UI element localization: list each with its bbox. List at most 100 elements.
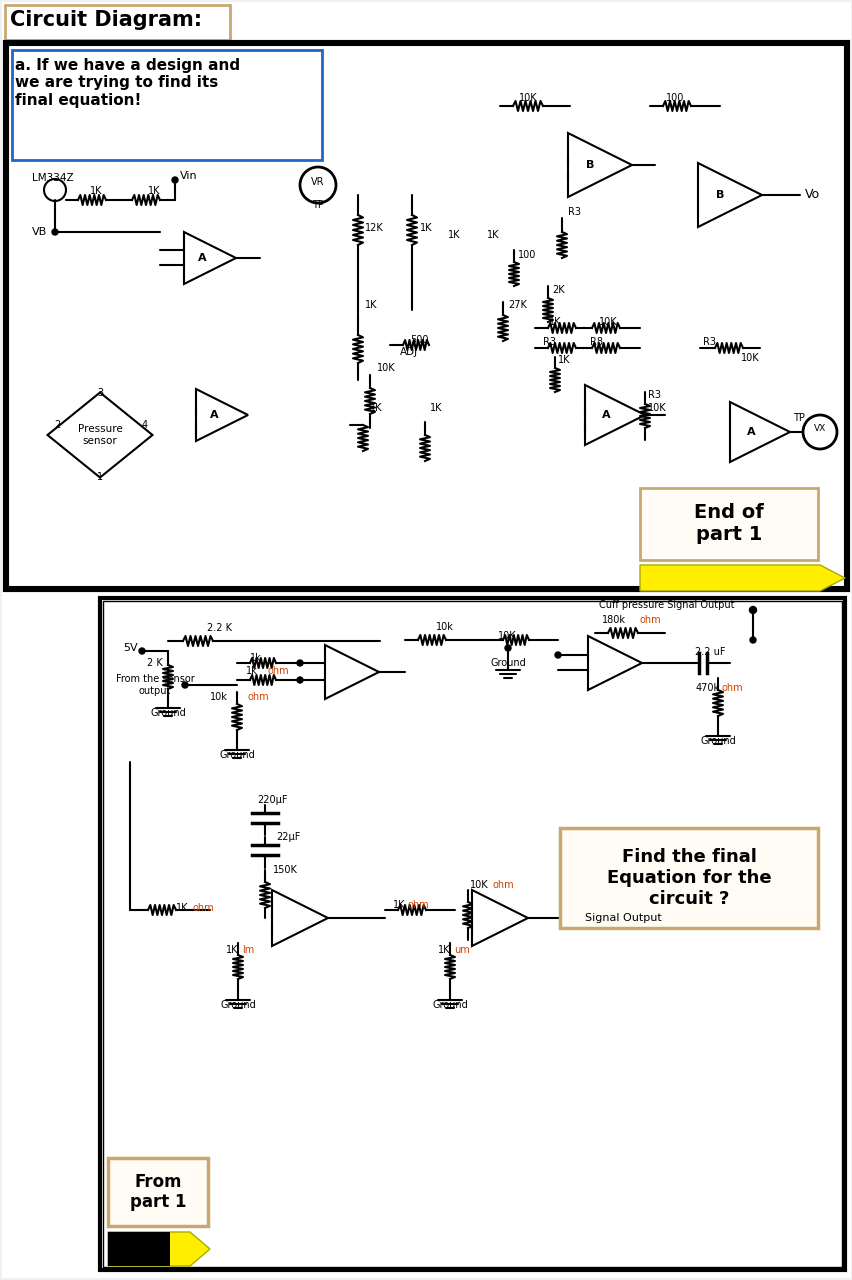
Text: B: B [716,189,723,200]
Text: Ground: Ground [699,736,735,746]
Text: Vin: Vin [180,172,198,180]
Text: TP: TP [312,200,324,210]
Text: 10K: 10K [648,403,666,413]
Text: 1K: 1K [429,403,442,413]
Text: 100: 100 [517,250,536,260]
Polygon shape [471,890,527,946]
Text: a. If we have a design and
we are trying to find its
final equation!: a. If we have a design and we are trying… [15,58,240,108]
Text: 1k: 1k [246,666,257,676]
Text: 1k: 1k [250,653,262,663]
Text: Find the final
Equation for the
circuit ?: Find the final Equation for the circuit … [606,849,770,908]
Text: 150K: 150K [273,865,297,876]
Bar [103,602,841,1267]
Circle shape [52,229,58,236]
Text: 10k: 10k [435,622,453,632]
Text: ohm: ohm [248,692,269,701]
Text: 27K: 27K [508,300,527,310]
Text: 10k: 10k [210,692,227,701]
Bar [560,828,817,928]
Text: 10K: 10K [377,364,395,372]
Text: VX: VX [813,425,825,434]
Text: From
part 1: From part 1 [130,1172,186,1211]
Text: 1K: 1K [225,945,238,955]
Text: R3: R3 [648,390,660,399]
Text: 10K: 10K [497,631,515,641]
Text: 500: 500 [410,335,428,346]
Polygon shape [184,232,236,284]
Text: R3: R3 [567,207,580,218]
Circle shape [296,660,302,666]
Circle shape [504,645,510,652]
Text: 1K: 1K [365,300,377,310]
Text: Vo: Vo [804,188,819,201]
Text: 1K: 1K [148,186,160,196]
Text: R3: R3 [543,337,556,347]
Bar [5,5,230,40]
Circle shape [749,637,755,643]
Text: Circuit Diagram:: Circuit Diagram: [10,10,202,29]
Polygon shape [729,402,789,462]
Polygon shape [567,133,631,197]
Text: lm: lm [242,945,254,955]
Text: A: A [601,410,609,420]
Text: 1K: 1K [370,403,382,413]
Text: Ground: Ground [150,708,186,718]
Text: 2K: 2K [551,285,564,294]
Text: ohm: ohm [268,666,290,676]
Text: 1K: 1K [392,900,405,910]
Text: Cuff pressure Signal Output: Cuff pressure Signal Output [599,600,734,611]
Circle shape [139,648,145,654]
Text: 5V: 5V [124,643,138,653]
Text: R8: R8 [590,337,603,347]
Text: 22μF: 22μF [275,832,300,842]
Polygon shape [272,890,328,946]
Text: 10K: 10K [598,317,617,326]
Text: 1: 1 [97,472,103,483]
Circle shape [749,607,756,613]
Text: End of
part 1: End of part 1 [694,503,763,544]
Circle shape [802,415,836,449]
Text: Ground: Ground [490,658,526,668]
Text: 1K: 1K [447,230,460,241]
Text: 2.2 uF: 2.2 uF [694,646,725,657]
Text: 2.2 K: 2.2 K [207,623,233,634]
Bar [108,1158,208,1226]
Polygon shape [325,645,378,699]
Text: B: B [585,160,594,170]
Text: VB: VB [32,227,47,237]
Text: LM334Z: LM334Z [32,173,73,183]
Text: ohm: ohm [492,881,514,890]
Circle shape [44,179,66,201]
Circle shape [181,682,187,689]
Text: 3: 3 [97,388,103,398]
Polygon shape [584,385,644,445]
Circle shape [300,166,336,204]
Text: Ground: Ground [219,750,255,760]
Bar [12,50,321,160]
Text: A: A [198,253,206,262]
Text: 1K: 1K [176,902,187,913]
Circle shape [296,677,302,684]
Text: 2: 2 [54,420,60,430]
Text: 1K: 1K [89,186,102,196]
Text: TP: TP [792,413,804,422]
Text: VR: VR [311,177,325,187]
Text: 10K: 10K [469,881,488,890]
Circle shape [555,652,561,658]
Text: 180k: 180k [602,614,625,625]
Text: ohm: ohm [193,902,215,913]
Text: 1K: 1K [437,945,450,955]
Text: 470k: 470k [695,684,719,692]
Text: 4: 4 [141,420,148,430]
Text: 1K: 1K [419,223,432,233]
Bar [108,1231,170,1266]
Circle shape [172,177,178,183]
Text: 1K: 1K [486,230,499,241]
Text: 10K: 10K [518,93,537,102]
Bar [8,45,844,588]
Polygon shape [48,393,153,477]
Text: From the sensor
output: From the sensor output [116,675,194,696]
Text: Ground: Ground [432,1000,468,1010]
Bar [5,42,847,590]
Polygon shape [587,636,642,690]
